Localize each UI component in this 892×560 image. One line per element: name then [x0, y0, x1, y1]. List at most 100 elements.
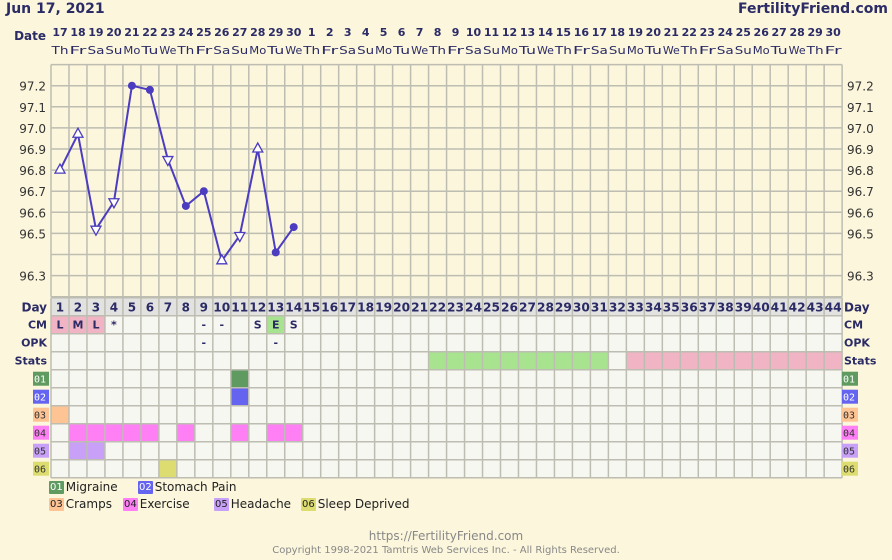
- legend-code: 01: [49, 480, 64, 494]
- weekday-label: Su: [231, 44, 248, 57]
- date-label: 21: [664, 26, 679, 39]
- weekday-label: We: [411, 44, 428, 57]
- symptom-code-badge-02: [33, 389, 49, 404]
- y-tick-label-left: 97.1: [19, 101, 46, 115]
- date-label: 30: [286, 26, 302, 39]
- weekday-label: Th: [302, 44, 320, 57]
- footer-url-link[interactable]: https://FertilityFriend.com: [368, 529, 524, 543]
- y-tick-label-left: 97.2: [19, 80, 46, 94]
- weekday-label: Su: [357, 44, 374, 57]
- symptom-cell-04: [284, 423, 303, 442]
- temperature-point-triangle-down: [233, 231, 246, 243]
- date-label: 1: [308, 26, 316, 39]
- weekday-label: Su: [105, 44, 122, 57]
- weekday-label: We: [159, 44, 176, 57]
- cm-cell-highlight: [86, 315, 105, 334]
- y-tick-label-right: 96.6: [847, 206, 874, 220]
- cycle-day-label: 44: [825, 301, 842, 315]
- legend-label: Headache: [230, 497, 292, 511]
- weekday-label: Tu: [643, 44, 661, 57]
- date-label: 4: [362, 26, 370, 39]
- symptom-cell-04: [140, 423, 159, 442]
- symptom-code-badge-01: [33, 371, 49, 386]
- weekday-label: Su: [735, 44, 752, 57]
- date-label: 17: [52, 26, 67, 39]
- symptom-cell-06: [158, 459, 177, 478]
- cm-value: S: [290, 319, 298, 332]
- cycle-day-label: 5: [128, 301, 136, 315]
- temperature-point-circle: [181, 201, 190, 210]
- date-row-label: Date: [14, 29, 46, 43]
- temperature-point-triangle-down: [89, 225, 103, 237]
- weekday-label: Fr: [699, 44, 717, 57]
- weekday-label: Fr: [573, 44, 591, 57]
- weekday-label: Sa: [591, 44, 608, 57]
- weekday-label: Tu: [140, 44, 158, 57]
- y-tick-label-left: 96.9: [19, 143, 46, 157]
- brand-logo-text[interactable]: FertilityFriend.com: [738, 1, 888, 17]
- cycle-day-label: 42: [789, 301, 806, 315]
- temperature-line: [59, 84, 295, 264]
- y-tick-label-right: 97.1: [847, 101, 874, 115]
- symptom-cell-04: [122, 423, 141, 442]
- weekday-label: Mo: [249, 44, 266, 57]
- temperature-point-circle: [127, 81, 136, 90]
- temperature-point-circle: [271, 248, 280, 257]
- symptom-code-06: 06: [843, 465, 855, 476]
- date-label: 22: [142, 26, 157, 39]
- cycle-day-label: 20: [393, 301, 410, 315]
- cm-cell-highlight: [51, 315, 69, 334]
- cycle-day-label: 33: [627, 301, 644, 315]
- cycle-day-label: 30: [573, 301, 590, 315]
- symptom-cell-03: [51, 405, 69, 424]
- weekday-label: We: [285, 44, 302, 57]
- symptom-code-badge-06: [842, 461, 858, 476]
- weekday-label: We: [789, 44, 806, 57]
- weekday-label: Mo: [753, 44, 770, 57]
- symptom-code-badge-01: [842, 371, 858, 386]
- date-label: 24: [178, 26, 194, 39]
- symptom-cell-04: [86, 423, 105, 442]
- weekday-label: Su: [609, 44, 626, 57]
- legend-item-02: 02 Stomach Pain: [138, 480, 236, 494]
- weekday-label: Sa: [339, 44, 356, 57]
- cycle-day-label: 8: [182, 301, 190, 315]
- row-label-opk: OPK: [21, 337, 47, 350]
- legend-label: Exercise: [139, 497, 190, 511]
- y-tick-label-left: 96.3: [19, 270, 46, 284]
- symptom-cell-02: [230, 387, 249, 406]
- date-label: 12: [502, 26, 517, 39]
- temperature-point-triangle-down: [107, 198, 121, 210]
- cm-value: L: [56, 319, 63, 332]
- temperature-point-triangle-up: [53, 162, 67, 174]
- legend-item-04: 04 Exercise: [123, 497, 190, 511]
- symptom-cell-04: [68, 423, 87, 442]
- date-label: 9: [452, 26, 460, 39]
- date-label: 20: [106, 26, 122, 39]
- cycle-day-label: 1: [56, 301, 64, 315]
- date-label: 28: [250, 26, 265, 39]
- cm-cell-highlight: [266, 315, 285, 334]
- cycle-day-label: 32: [609, 301, 626, 315]
- symptom-code-03: 03: [34, 411, 46, 422]
- weekday-label: We: [537, 44, 554, 57]
- weekday-label: Sa: [717, 44, 734, 57]
- symptom-code-badge-05: [842, 443, 858, 458]
- symptom-code-badge-03: [33, 407, 49, 422]
- date-label: 27: [232, 26, 247, 39]
- symptom-code-02: 02: [34, 393, 46, 404]
- cycle-day-label: 39: [735, 301, 752, 315]
- cycle-day-label: 43: [807, 301, 824, 315]
- y-tick-label-right: 96.9: [847, 143, 874, 157]
- cycle-day-label: 21: [411, 301, 428, 315]
- y-tick-label-right: 96.5: [847, 227, 874, 241]
- cycle-day-label: 7: [164, 301, 172, 315]
- weekday-label: Tu: [266, 44, 284, 57]
- date-label: 10: [466, 26, 482, 39]
- weekday-label: We: [663, 44, 680, 57]
- cycle-day-label: 2: [74, 301, 82, 315]
- cycle-day-label: 4: [110, 301, 118, 315]
- cycle-day-label: 37: [699, 301, 716, 315]
- cycle-day-label: 36: [681, 301, 698, 315]
